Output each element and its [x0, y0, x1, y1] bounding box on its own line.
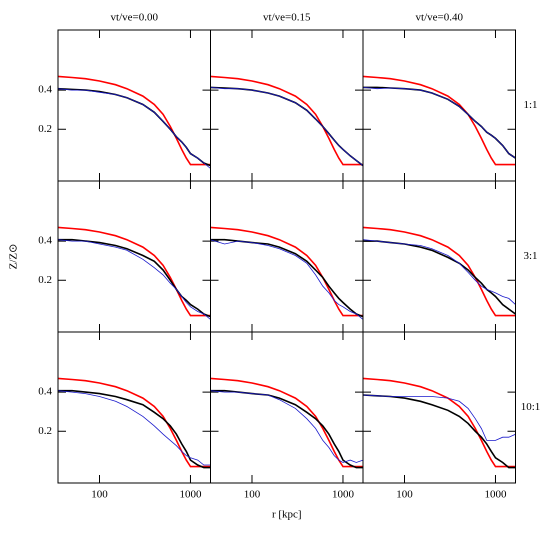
- data-line: [210, 377, 363, 468]
- data-line: [57, 88, 211, 169]
- panel-frame: [210, 180, 364, 333]
- panel-frame: [57, 331, 211, 484]
- column-title: vt/ve=0.00: [111, 12, 159, 24]
- data-line: [362, 394, 516, 441]
- data-line: [363, 86, 516, 159]
- data-line: [58, 238, 211, 318]
- data-line: [210, 226, 363, 317]
- x-tick-label: 100: [244, 489, 261, 501]
- data-line: [58, 389, 211, 469]
- panel-frame: [210, 331, 364, 484]
- panel-frame: [210, 29, 364, 182]
- panel-frame: [362, 180, 516, 333]
- data-line: [362, 239, 516, 305]
- data-line: [210, 389, 363, 469]
- y-tick-label: 0.4: [38, 84, 52, 96]
- panel-frame: [362, 331, 516, 484]
- y-tick-label: 0.4: [38, 386, 52, 398]
- row-label: 10:1: [521, 401, 541, 413]
- panel-frame: [57, 180, 211, 333]
- data-line: [210, 75, 363, 166]
- data-line: [210, 239, 364, 320]
- y-tick-label: 0.2: [38, 274, 52, 286]
- panel-frame: [57, 29, 211, 182]
- data-line: [362, 75, 516, 166]
- x-axis-label: r [kpc]: [272, 509, 302, 521]
- x-tick-label: 1000: [179, 489, 202, 501]
- panel-frame: [362, 29, 516, 182]
- data-line: [57, 390, 211, 466]
- data-line: [362, 226, 516, 317]
- data-line: [57, 226, 211, 317]
- data-line: [362, 87, 516, 159]
- column-title: vt/ve=0.15: [263, 12, 311, 24]
- y-tick-label: 0.2: [38, 425, 52, 437]
- row-label: 3:1: [523, 250, 537, 262]
- data-line: [210, 87, 364, 166]
- y-tick-label: 0.2: [38, 123, 52, 135]
- y-axis-label: Z/Z⊙: [8, 244, 20, 270]
- data-line: [362, 377, 516, 468]
- data-line: [57, 377, 211, 468]
- column-title: vt/ve=0.40: [416, 12, 464, 24]
- x-tick-label: 100: [91, 489, 108, 501]
- x-tick-label: 1000: [332, 489, 355, 501]
- data-line: [210, 390, 364, 463]
- data-line: [57, 87, 211, 167]
- data-line: [362, 394, 516, 469]
- data-line: [57, 75, 211, 166]
- row-label: 1:1: [523, 99, 537, 111]
- data-line: [57, 239, 211, 320]
- x-tick-label: 1000: [484, 489, 507, 501]
- y-tick-label: 0.4: [38, 235, 52, 247]
- x-tick-label: 100: [396, 489, 413, 501]
